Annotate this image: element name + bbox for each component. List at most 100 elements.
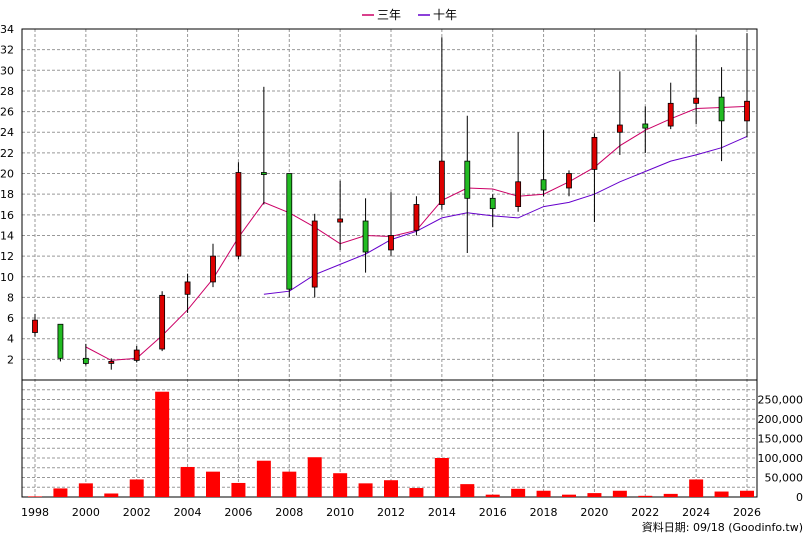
price-tick-label: 6 [7, 312, 14, 325]
candle-body [616, 124, 623, 133]
candle-body [311, 220, 318, 288]
candle-body [744, 100, 750, 122]
volume-bar [104, 493, 119, 497]
candle-body [591, 136, 598, 170]
price-tick-label: 30 [0, 64, 14, 77]
candle-body [210, 255, 216, 283]
price-tick-label: 16 [0, 209, 14, 222]
price-tick-label: 26 [0, 106, 14, 119]
candle-body [108, 361, 115, 364]
volume-bar [689, 479, 704, 497]
price-tick-label: 12 [0, 250, 14, 263]
ma10-line [263, 135, 748, 295]
volume-tick-label: 50,000 [765, 472, 804, 485]
volume-tick-label: 250,000 [758, 394, 804, 407]
candle-body [32, 319, 38, 333]
volume-bar [511, 488, 526, 497]
year-tick-label: 1998 [21, 506, 49, 519]
year-axis-ticks: 1998 2000 2002 2004 2006 2008 2010 2012 2014 2016… [21, 506, 761, 519]
volume-bar [714, 491, 729, 497]
price-tick-label: 2 [7, 353, 14, 366]
footer-source: 資料日期: 09/18 (Goodinfo.tw) [642, 520, 803, 534]
candle-body [515, 181, 522, 207]
price-tick-label: 22 [0, 147, 14, 160]
grid [22, 29, 757, 497]
volume-bar [460, 484, 475, 497]
volume-bar [612, 490, 627, 497]
volume-tick-label: 150,000 [758, 433, 804, 446]
volume-bar [206, 471, 220, 497]
legend-label: 三年 [377, 8, 401, 22]
price-tick-label: 14 [0, 229, 14, 242]
year-tick-label: 2012 [377, 506, 405, 519]
candle-body [184, 281, 191, 295]
year-tick-label: 2000 [72, 506, 100, 519]
volume-bar [740, 490, 754, 497]
candle-body [642, 123, 649, 129]
candle-body [388, 235, 394, 251]
candle-body [159, 294, 166, 350]
volume-bar [485, 494, 500, 497]
year-tick-label: 2008 [275, 506, 303, 519]
candle-body [260, 172, 267, 175]
candle-body [693, 97, 700, 104]
price-tick-label: 10 [0, 271, 14, 284]
legend-label: 十年 [433, 8, 457, 22]
volume-bar [434, 458, 449, 497]
volume-bar [155, 391, 170, 497]
volume-bar [638, 495, 653, 497]
volume-bar [536, 490, 551, 497]
volume-bar [28, 496, 42, 497]
volume-bar [307, 457, 322, 497]
volume-bar [384, 480, 398, 497]
volume-bar [333, 473, 348, 497]
volume-tick-label: 0 [796, 491, 803, 504]
volume-bar [256, 460, 271, 497]
year-tick-label: 2016 [479, 506, 507, 519]
year-tick-label: 2010 [326, 506, 354, 519]
candles [32, 33, 750, 370]
candle-body [337, 218, 344, 223]
price-tick-label: 34 [0, 23, 14, 36]
year-tick-label: 2014 [428, 506, 456, 519]
price-tick-label: 4 [7, 333, 14, 346]
year-tick-label: 2004 [174, 506, 202, 519]
candle-body [489, 197, 496, 210]
price-tick-label: 18 [0, 188, 14, 201]
candle-body [438, 160, 445, 205]
volume-bar [231, 482, 246, 497]
volume-tick-label: 200,000 [758, 413, 804, 426]
price-tick-label: 20 [0, 168, 14, 181]
year-tick-label: 2022 [631, 506, 659, 519]
volume-bar [663, 493, 678, 497]
candle-body [540, 179, 547, 191]
candle-body [413, 204, 420, 231]
candle-body [464, 160, 471, 199]
volume-tick-label: 100,000 [758, 452, 804, 465]
year-tick-label: 2020 [580, 506, 608, 519]
year-tick-label: 2006 [224, 506, 252, 519]
volume-bar [180, 466, 195, 497]
volume-bar [562, 494, 576, 497]
candle-body [235, 172, 242, 257]
year-tick-label: 2018 [530, 506, 558, 519]
volume-bar [587, 493, 602, 497]
price-tick-label: 24 [0, 126, 14, 139]
plot-frames [21, 28, 758, 498]
candle-body [667, 102, 674, 127]
price-tick-label: 8 [7, 291, 14, 304]
volume-bar [78, 483, 93, 497]
candle-body [718, 96, 725, 122]
volume-axis-ticks: 0 50,000 100,000 150,000 200,000 250,000 [758, 394, 804, 505]
candle-body [286, 173, 293, 290]
volume-bar [409, 488, 424, 497]
price-tick-label: 32 [0, 44, 14, 57]
candle-body [566, 173, 572, 189]
candle-body [362, 220, 369, 253]
year-tick-label: 2026 [733, 506, 761, 519]
year-tick-label: 2002 [123, 506, 151, 519]
volume-bar [282, 471, 297, 497]
candle-body [57, 323, 64, 359]
